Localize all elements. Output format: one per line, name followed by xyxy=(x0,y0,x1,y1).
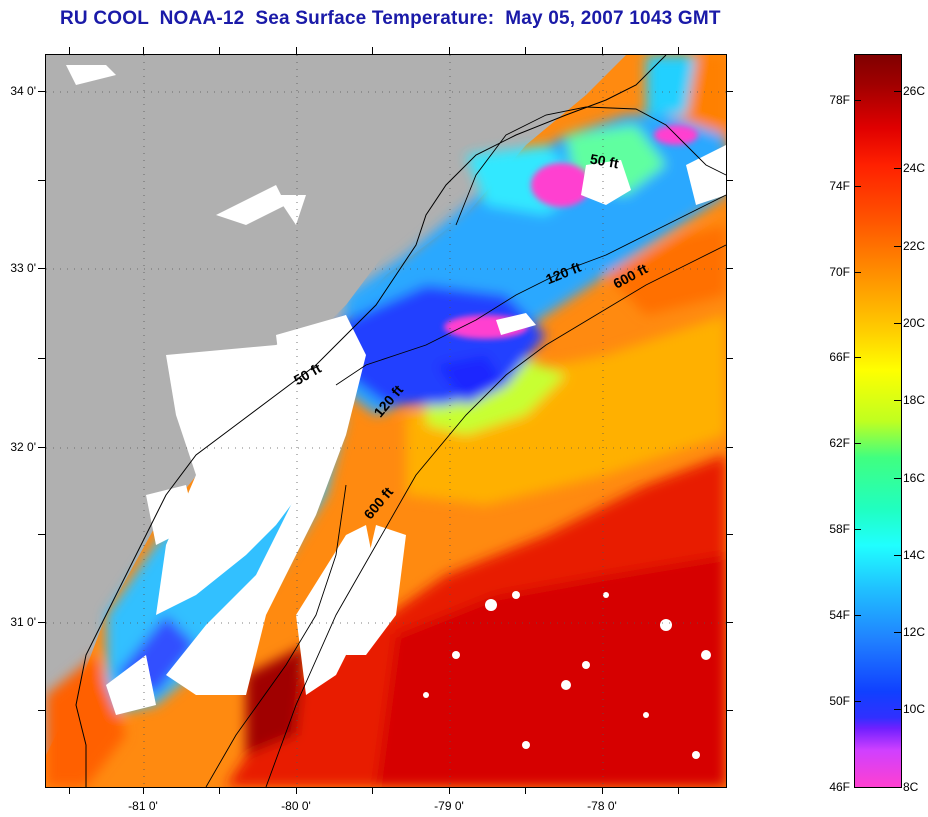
lat-tick xyxy=(726,710,733,711)
colorbar-label-c: 14C xyxy=(903,548,926,562)
colorbar-label-c: 22C xyxy=(903,239,926,253)
colorbar-label-f: 78F xyxy=(829,93,850,107)
lon-tick xyxy=(449,787,450,794)
sst-map[interactable] xyxy=(45,54,727,788)
colorbar-label-f: 50F xyxy=(829,694,850,708)
colorbar-tick xyxy=(894,91,901,92)
lat-tick xyxy=(38,358,45,359)
lon-label-78: -78 0' xyxy=(587,799,617,813)
lon-tick xyxy=(143,787,144,794)
lon-tick xyxy=(449,47,450,54)
lat-tick xyxy=(38,447,45,448)
colorbar-tick xyxy=(854,272,861,273)
lat-tick xyxy=(38,91,45,92)
lon-tick xyxy=(219,787,220,794)
lat-tick xyxy=(726,358,733,359)
colorbar-tick xyxy=(894,555,901,556)
lon-tick xyxy=(143,47,144,54)
land-region xyxy=(46,55,566,635)
colorbar-label-f: 46F xyxy=(829,780,850,794)
lat-tick xyxy=(726,447,733,448)
lon-tick xyxy=(602,47,603,54)
lon-label-80: -80 0' xyxy=(281,799,311,813)
colorbar-tick xyxy=(894,632,901,633)
colorbar-label-c: 18C xyxy=(903,393,926,407)
colorbar-tick xyxy=(894,478,901,479)
lon-tick xyxy=(372,787,373,794)
lat-tick xyxy=(726,180,733,181)
lat-tick xyxy=(38,180,45,181)
colorbar-label-f: 66F xyxy=(829,350,850,364)
colorbar-tick xyxy=(854,357,861,358)
colorbar-tick xyxy=(894,709,901,710)
cloud-cover xyxy=(66,65,726,715)
temperature-colorbar xyxy=(854,54,902,788)
lat-label-34: 34 0' xyxy=(10,84,36,98)
lon-tick xyxy=(525,47,526,54)
lon-tick xyxy=(372,47,373,54)
colorbar-label-c: 12C xyxy=(903,625,926,639)
lon-tick xyxy=(69,47,70,54)
lat-label-33: 33 0' xyxy=(10,261,36,275)
colorbar-tick xyxy=(894,246,901,247)
colorbar-tick xyxy=(894,323,901,324)
sst-image xyxy=(46,55,726,787)
lat-tick xyxy=(38,534,45,535)
lon-label-79: -79 0' xyxy=(434,799,464,813)
map-title: RU COOL NOAA-12 Sea Surface Temperature:… xyxy=(60,8,721,29)
colorbar-tick xyxy=(894,400,901,401)
lon-tick xyxy=(296,47,297,54)
lat-tick xyxy=(726,91,733,92)
colorbar-tick xyxy=(894,168,901,169)
colorbar-label-c: 26C xyxy=(903,84,926,98)
lon-tick xyxy=(525,787,526,794)
colorbar-tick xyxy=(854,529,861,530)
colorbar-label-c: 16C xyxy=(903,471,926,485)
graticule xyxy=(46,55,726,787)
depth-contours xyxy=(205,106,726,787)
colorbar-tick xyxy=(854,615,861,616)
lat-label-31: 31 0' xyxy=(10,615,36,629)
colorbar-tick xyxy=(854,186,861,187)
lon-tick xyxy=(69,787,70,794)
lat-tick xyxy=(38,710,45,711)
colorbar-label-c: 20C xyxy=(903,316,926,330)
colorbar-tick xyxy=(854,100,861,101)
colorbar-tick xyxy=(854,443,861,444)
lon-tick xyxy=(219,47,220,54)
colorbar-label-f: 58F xyxy=(829,522,850,536)
colorbar-label-f: 62F xyxy=(829,436,850,450)
lat-tick xyxy=(38,622,45,623)
lon-tick xyxy=(678,787,679,794)
colorbar-label-c: 24C xyxy=(903,161,926,175)
colorbar-label-f: 54F xyxy=(829,608,850,622)
coastline xyxy=(75,55,667,787)
lon-tick xyxy=(678,47,679,54)
lon-tick xyxy=(296,787,297,794)
lat-tick xyxy=(726,268,733,269)
lon-label-81: -81 0' xyxy=(128,799,158,813)
colorbar-label-f: 74F xyxy=(829,179,850,193)
lat-tick xyxy=(38,268,45,269)
lat-tick xyxy=(726,534,733,535)
lon-tick xyxy=(602,787,603,794)
colorbar-label-c: 10C xyxy=(903,702,926,716)
colorbar-tick xyxy=(854,701,861,702)
lat-tick xyxy=(726,622,733,623)
colorbar-label-c: 8C xyxy=(903,780,919,794)
lat-label-32: 32 0' xyxy=(10,440,36,454)
colorbar-label-f: 70F xyxy=(829,265,850,279)
